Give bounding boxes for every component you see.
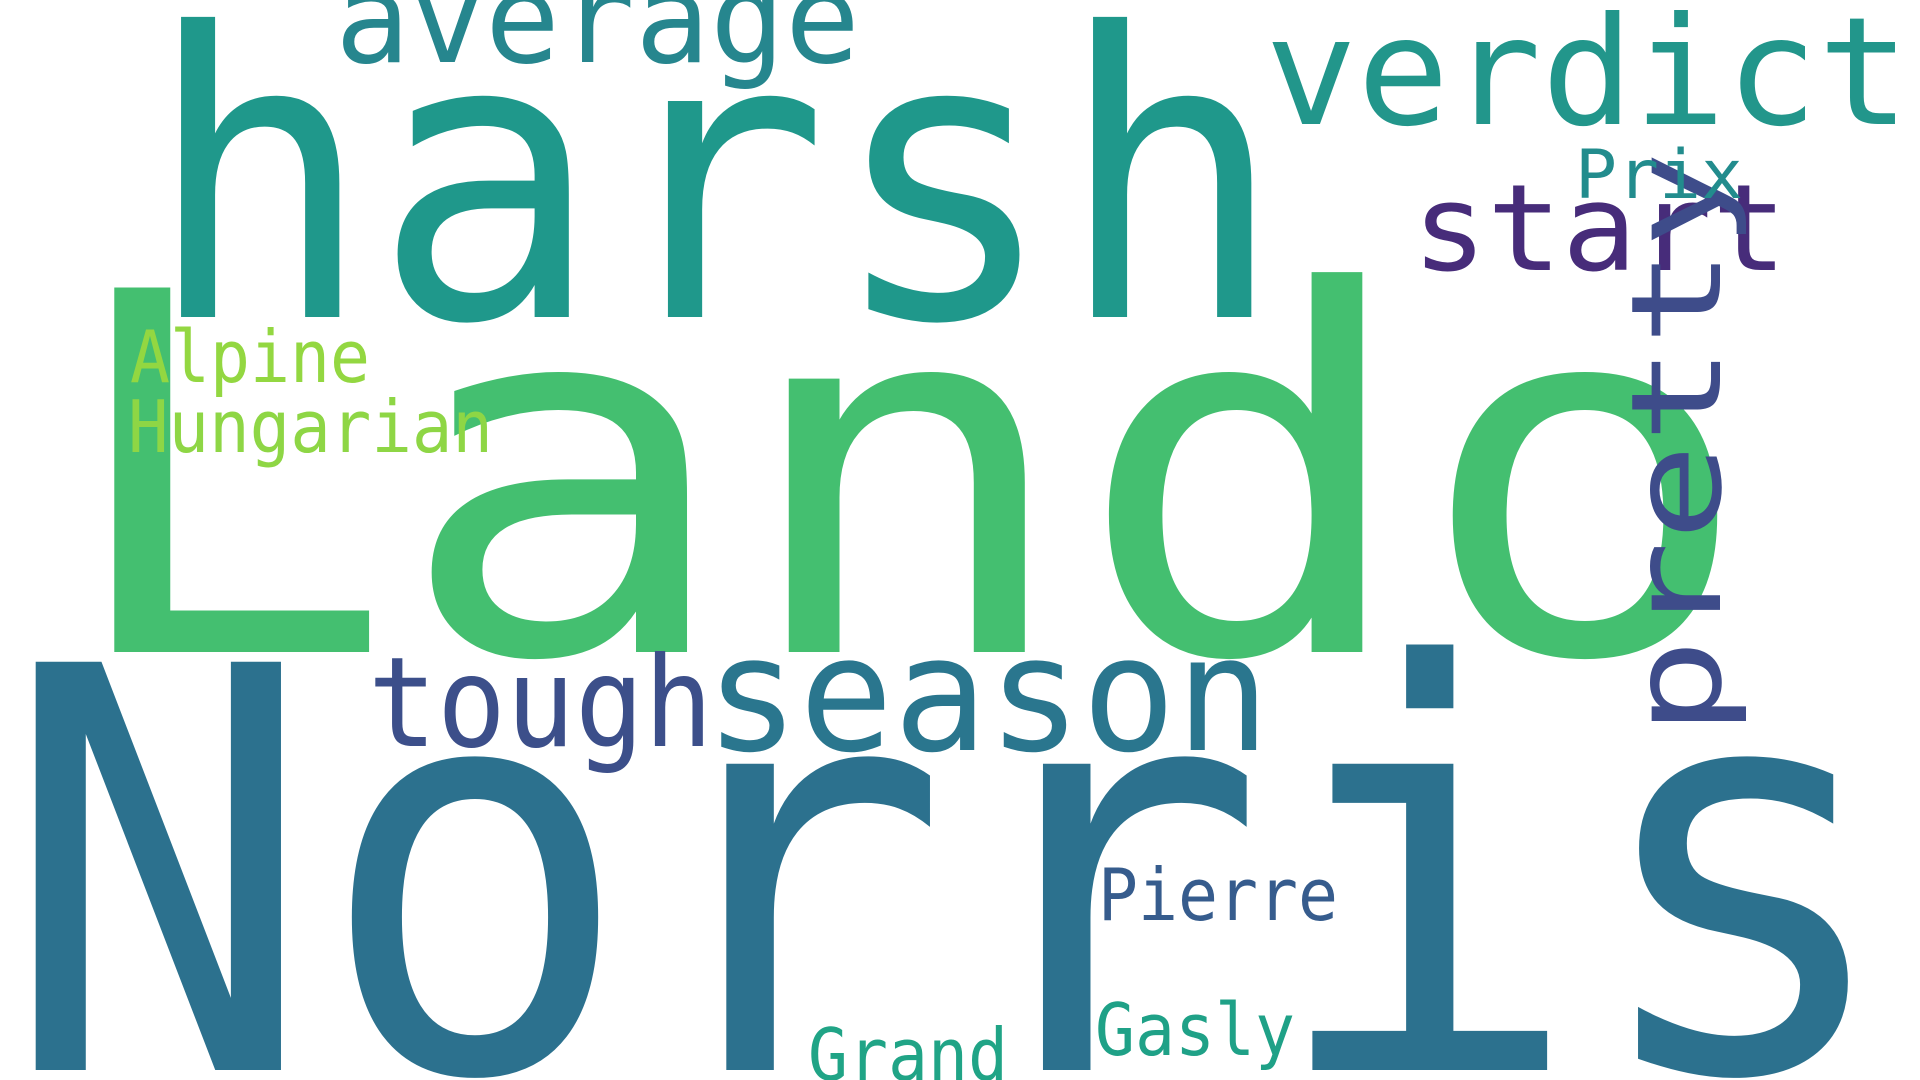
word-start: start: [1412, 160, 1787, 299]
word-prix: Prix: [1575, 136, 1743, 215]
word-season: season: [705, 601, 1270, 788]
word-gasly: Gasly: [1095, 988, 1295, 1072]
word-pretty: pretty: [1605, 151, 1750, 736]
word-grand: Grand: [808, 1013, 1008, 1080]
word-hungarian: Hungarian: [128, 385, 493, 469]
word-lando: Lando: [55, 188, 1755, 770]
word-alpine: Alpine: [130, 315, 370, 399]
word-verdict: verdict: [1265, 0, 1910, 160]
word-harsh: harsh: [145, 0, 1285, 411]
word-norris: Norris: [0, 551, 1900, 1080]
word-pierre: Pierre: [1098, 853, 1338, 937]
word-tough: tough: [368, 631, 713, 776]
word-average: average: [335, 0, 860, 92]
